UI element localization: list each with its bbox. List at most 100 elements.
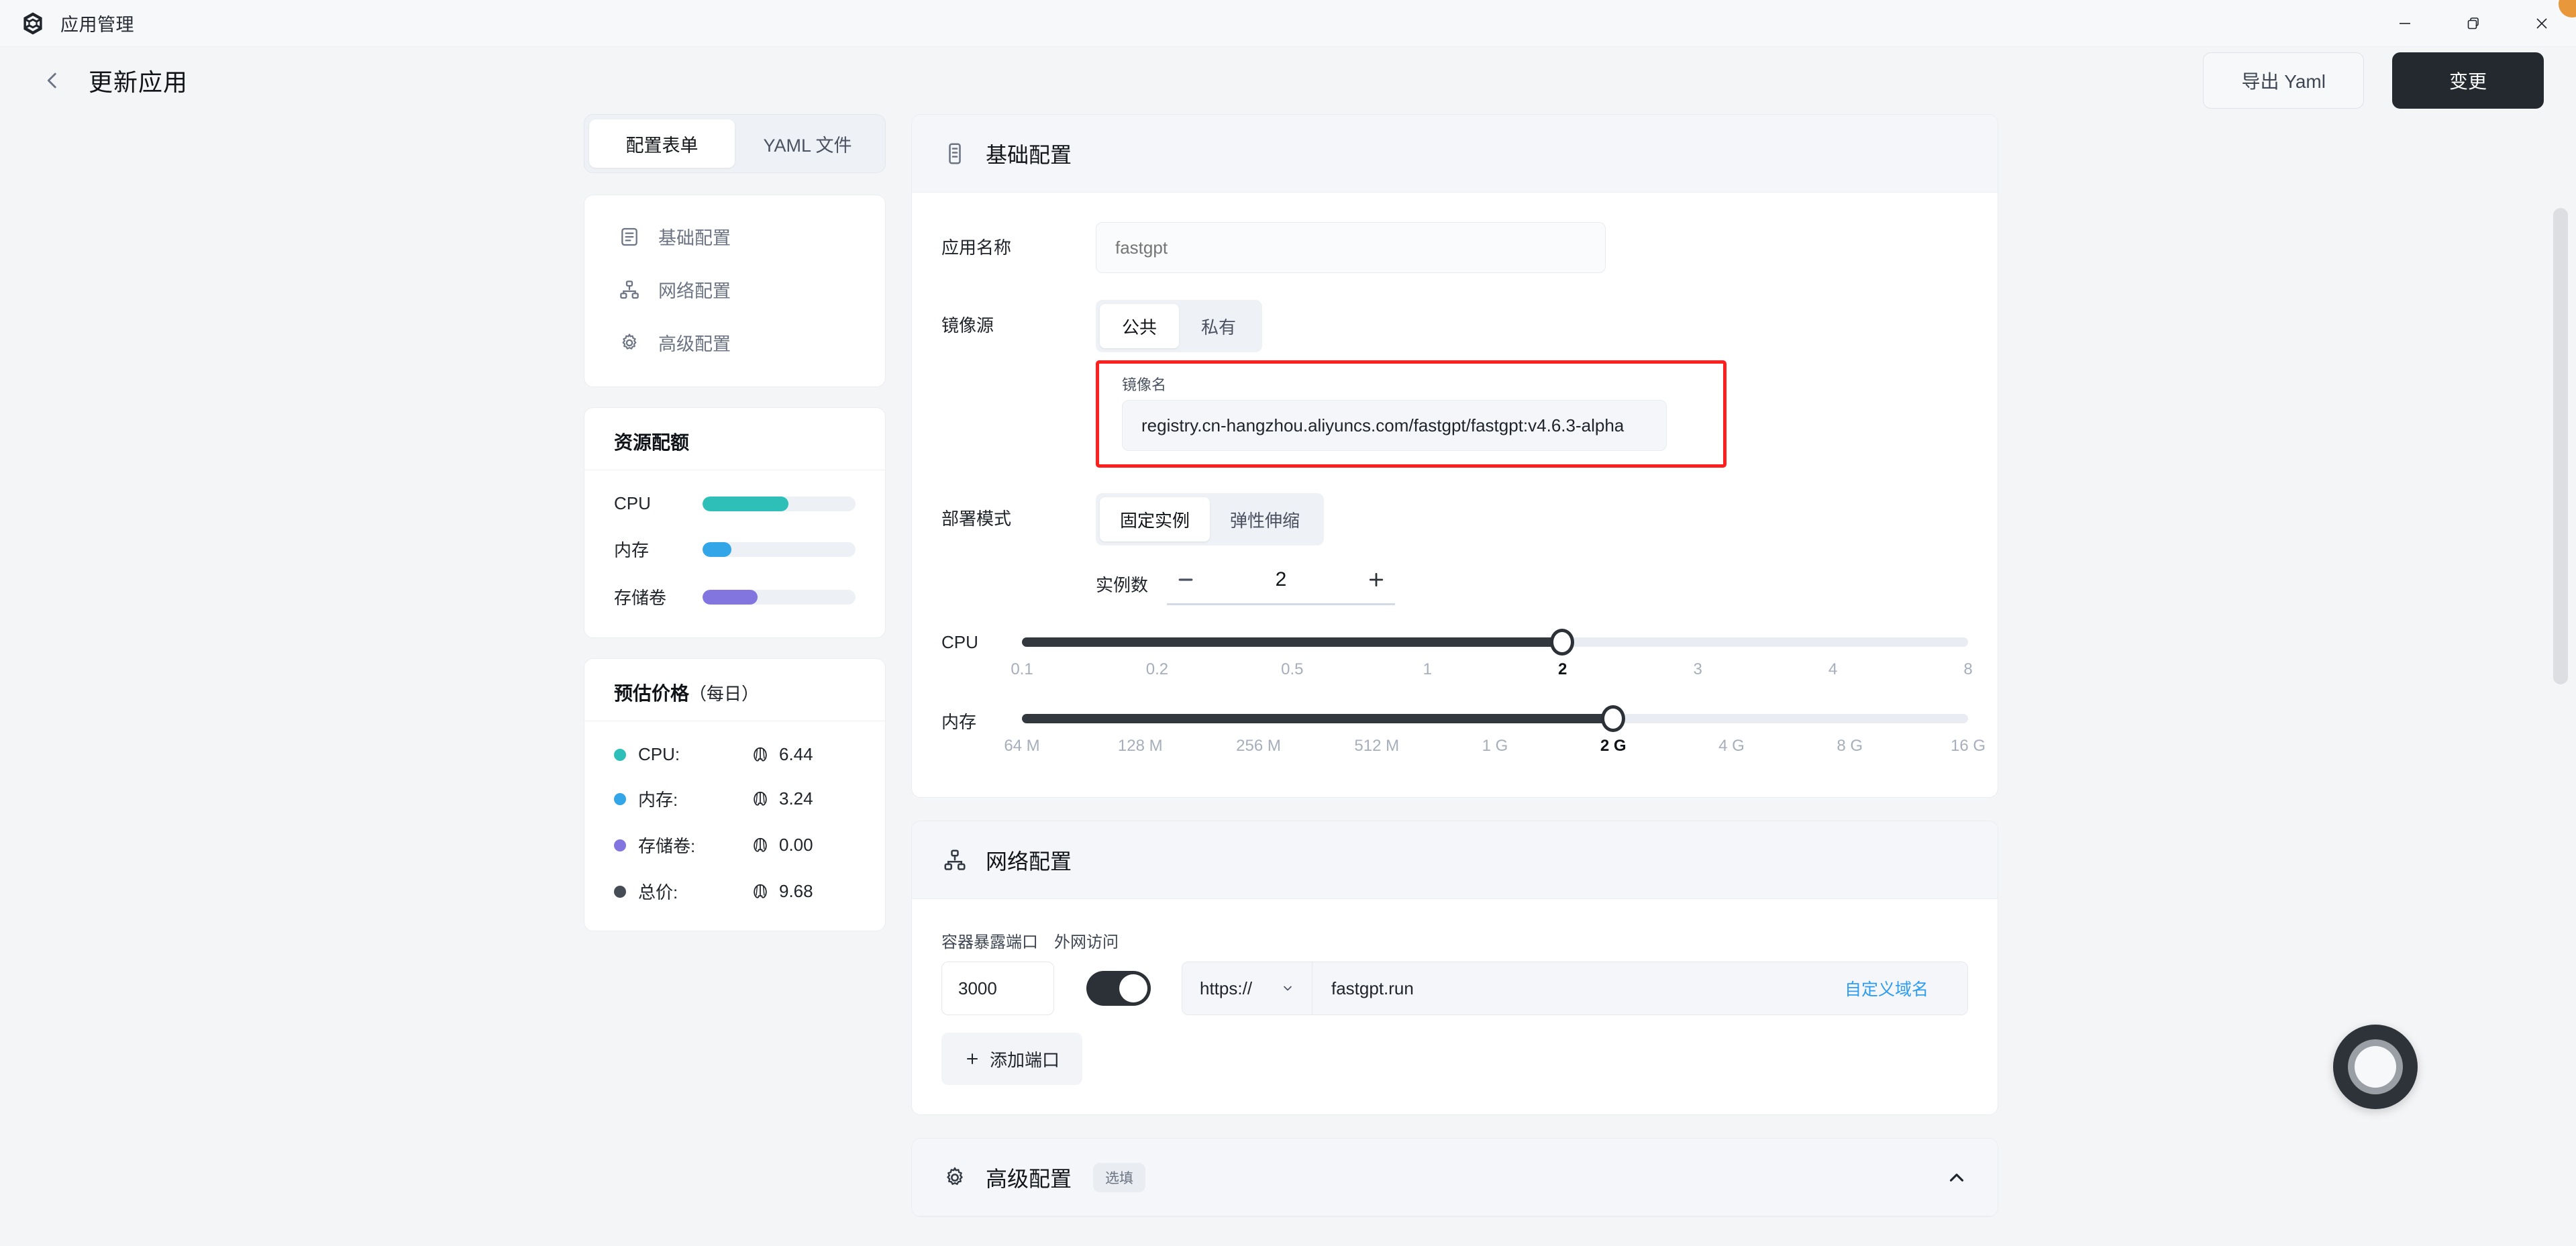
- protocol-value: https://: [1200, 978, 1253, 998]
- maximize-button[interactable]: [2439, 0, 2508, 47]
- tab-config-form[interactable]: 配置表单: [589, 119, 735, 168]
- app-name-input[interactable]: [1096, 222, 1606, 273]
- slider-tick[interactable]: 2: [1558, 660, 1567, 678]
- slider-tick[interactable]: 8 G: [1837, 737, 1863, 755]
- slider-tick[interactable]: 0.5: [1281, 660, 1304, 678]
- section-title: 网络配置: [986, 849, 1072, 874]
- replicas-row: 实例数 2: [1096, 563, 1968, 605]
- quota-track: [703, 589, 856, 605]
- slider-tick[interactable]: 2 G: [1600, 737, 1627, 755]
- chevron-down-icon: [1284, 986, 1292, 991]
- sidebar-item-network-config[interactable]: 网络配置: [584, 263, 885, 316]
- public-access-label: 外网访问: [1054, 933, 1119, 951]
- network-topology-icon: [941, 847, 968, 874]
- custom-domain-link[interactable]: 自定义域名: [1844, 980, 1928, 999]
- deploy-mode-option-elastic[interactable]: 弹性伸缩: [1230, 510, 1300, 531]
- protocol-select[interactable]: https://: [1182, 962, 1312, 1015]
- slider-tick[interactable]: 1 G: [1482, 737, 1508, 755]
- add-port-button[interactable]: 添加端口: [941, 1033, 1083, 1085]
- sidebar-item-advanced-config[interactable]: 高级配置: [584, 316, 885, 369]
- advanced-collapse-button[interactable]: [1945, 1166, 1968, 1189]
- tab-yaml-file[interactable]: YAML 文件: [763, 135, 852, 156]
- sidebar-item-basic-config[interactable]: 基础配置: [584, 210, 885, 263]
- image-source-label: 镜像源: [941, 315, 994, 335]
- left-sidebar: 配置表单 YAML 文件 基础配置: [584, 114, 886, 1246]
- close-button[interactable]: [2508, 0, 2576, 47]
- sidebar-item-label: 高级配置: [658, 334, 731, 354]
- document-lines-icon: [941, 140, 968, 167]
- price-value-group: 0.00: [751, 835, 813, 855]
- public-host-field[interactable]: fastgpt.run 自定义域名: [1312, 962, 1967, 1015]
- slider-tick[interactable]: 16 G: [1950, 737, 1986, 755]
- replicas-increase-button[interactable]: [1357, 563, 1395, 596]
- legend-dot: [614, 885, 626, 898]
- image-name-label: 镜像名: [1122, 376, 1167, 393]
- back-button[interactable]: [35, 63, 70, 98]
- legend-dot: [614, 792, 626, 805]
- quota-label: CPU: [614, 493, 651, 513]
- resource-quota-card: 资源配额 CPU 内存 存储卷: [584, 407, 886, 638]
- shell-coin-icon: [754, 884, 767, 898]
- submit-change-button[interactable]: 变更: [2391, 52, 2544, 109]
- memory-slider-track[interactable]: [1022, 705, 1968, 732]
- network-field-labels: 容器暴露端口 外网访问: [941, 929, 1968, 952]
- public-access-toggle[interactable]: [1086, 971, 1151, 1006]
- cpu-slider-track[interactable]: [1022, 629, 1968, 656]
- deploy-mode-option-fixed[interactable]: 固定实例: [1100, 497, 1210, 541]
- deploy-mode-row: 部署模式 固定实例 弹性伸缩: [941, 493, 1968, 546]
- network-topology-icon: [618, 278, 641, 301]
- quota-fill: [703, 496, 788, 511]
- slider-tick[interactable]: 4: [1828, 660, 1838, 678]
- replicas-decrease-button[interactable]: [1167, 563, 1204, 596]
- memory-slider-thumb[interactable]: [1601, 705, 1626, 732]
- quota-row-cpu: CPU: [614, 493, 856, 514]
- image-source-option-private[interactable]: 私有: [1200, 317, 1236, 338]
- slider-tick[interactable]: 3: [1693, 660, 1702, 678]
- slider-tick[interactable]: 0.2: [1145, 660, 1169, 678]
- replicas-value: 2: [1275, 568, 1287, 590]
- slider-tick[interactable]: 64 M: [1004, 737, 1040, 755]
- optional-badge: 选填: [1093, 1162, 1146, 1192]
- document-lines-icon: [618, 225, 641, 248]
- image-name-input[interactable]: [1122, 400, 1667, 451]
- cpu-slider-thumb[interactable]: [1550, 629, 1575, 656]
- back-chevron-icon: [47, 72, 56, 89]
- memory-slider-fill: [1022, 714, 1614, 723]
- basic-config-section: 基础配置 应用名称 镜像源 公共 私有 镜: [911, 114, 1998, 798]
- price-label: CPU:: [638, 744, 680, 764]
- page-scrollbar-track[interactable]: [2553, 114, 2572, 1246]
- estimated-price-body: CPU: 6.44 内存:: [584, 721, 885, 931]
- slider-tick[interactable]: 256 M: [1236, 737, 1281, 755]
- resource-quota-body: CPU 内存 存储卷: [584, 470, 885, 637]
- app-name-label: 应用名称: [941, 238, 1012, 258]
- legend-dot: [614, 748, 626, 761]
- network-config-body: 容器暴露端口 外网访问 https://: [912, 899, 1998, 1114]
- quota-fill: [703, 541, 732, 557]
- window-controls: [2371, 0, 2576, 47]
- page-scrollbar-thumb[interactable]: [2553, 208, 2568, 684]
- slider-tick[interactable]: 8: [1963, 660, 1973, 678]
- gear-icon: [941, 1164, 968, 1191]
- memory-slider-area[interactable]: 64 M 128 M 256 M 512 M 1 G 2 G 4 G 8 G 16 G: [1004, 705, 1986, 764]
- network-field-row: https:// fastgpt.run 自定义域名: [941, 962, 1968, 1015]
- advanced-config-header[interactable]: 高级配置 选填: [912, 1139, 1998, 1216]
- slider-tick[interactable]: 128 M: [1117, 737, 1163, 755]
- price-value-group: 3.24: [751, 788, 813, 809]
- image-source-option-public[interactable]: 公共: [1100, 304, 1179, 348]
- resource-quota-title: 资源配额: [584, 408, 885, 470]
- slider-tick[interactable]: 4 G: [1718, 737, 1745, 755]
- export-yaml-button[interactable]: 导出 Yaml: [2203, 52, 2364, 109]
- price-amount: 0.00: [779, 835, 813, 855]
- minimize-button[interactable]: [2371, 0, 2439, 47]
- slider-tick[interactable]: 512 M: [1354, 737, 1400, 755]
- price-row-memory: 内存: 3.24: [614, 786, 856, 811]
- price-amount: 9.68: [779, 881, 813, 901]
- slider-tick[interactable]: 0.1: [1011, 660, 1033, 678]
- slider-tick[interactable]: 1: [1423, 660, 1432, 678]
- header-actions: 导出 Yaml 变更: [2203, 52, 2544, 109]
- plus-icon: [1369, 572, 1384, 587]
- container-port-input[interactable]: [941, 962, 1054, 1015]
- quota-track: [703, 496, 856, 511]
